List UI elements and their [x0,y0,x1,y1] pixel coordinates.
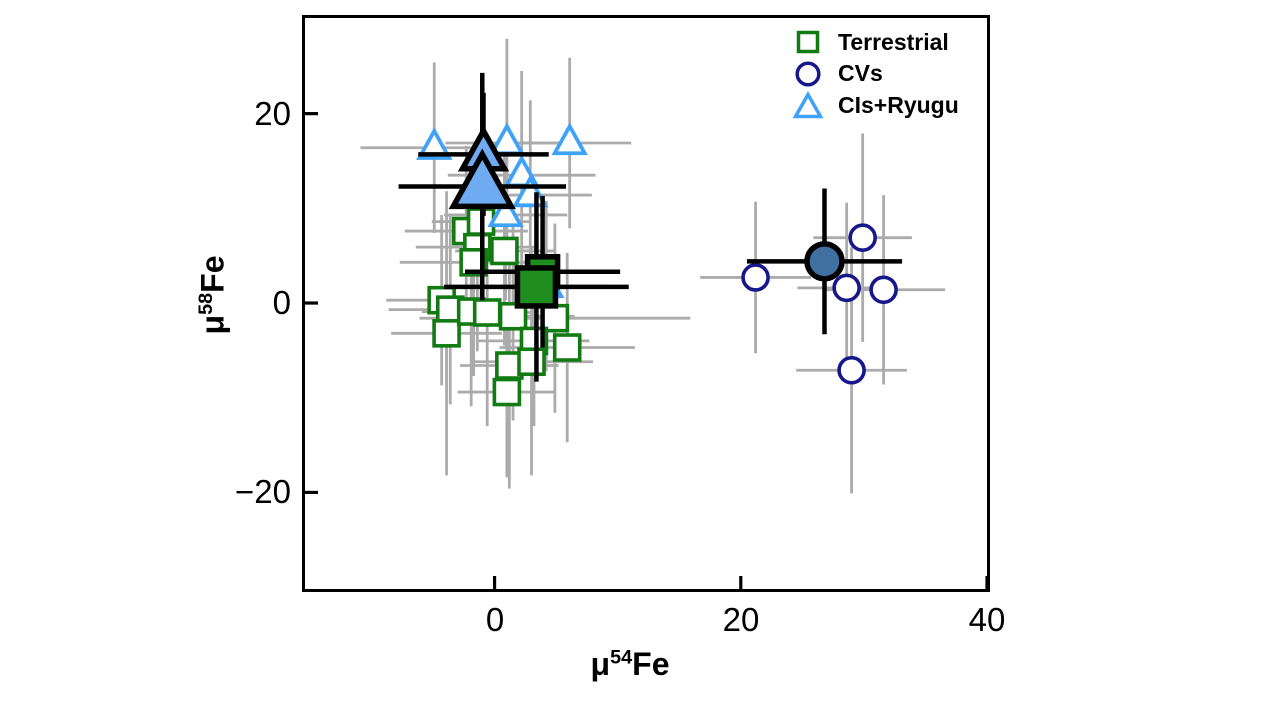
x-axis-title-mu: μ [590,646,611,682]
circle-marker-icon [792,59,824,89]
x-axis-title-element: Fe [632,646,670,682]
legend: Terrestrial CVs CIs+Ryugu [792,27,959,122]
legend-row-cvs: CVs [792,59,959,89]
x-axis-title: μ54Fe [530,646,730,683]
y-axis-title-mu: μ [194,314,231,335]
legend-item-label: Terrestrial [838,28,949,55]
y-tick-label: −20 [235,473,291,510]
x-tick-label: 0 [485,601,505,638]
x-tick-label: 40 [968,601,1006,638]
legend-row-terrestrial: Terrestrial [792,27,959,57]
y-tick-label: 20 [254,95,291,132]
legend-item-label: CVs [838,60,883,86]
y-axis-title-isotope: 58 [194,292,217,315]
plot-area [302,15,990,592]
triangle-marker-icon [792,90,824,120]
y-axis-title-element: Fe [194,255,231,293]
y-tick-label: 0 [272,284,291,321]
x-tick-label: 20 [722,601,760,638]
y-axis-title: μ58Fe [195,256,232,335]
square-marker-icon [792,27,824,57]
x-axis-title-isotope: 54 [610,646,633,669]
legend-row-cis-ryugu: CIs+Ryugu [792,90,959,120]
legend-item-label: CIs+Ryugu [838,91,959,118]
scatter-plot [305,38,987,589]
